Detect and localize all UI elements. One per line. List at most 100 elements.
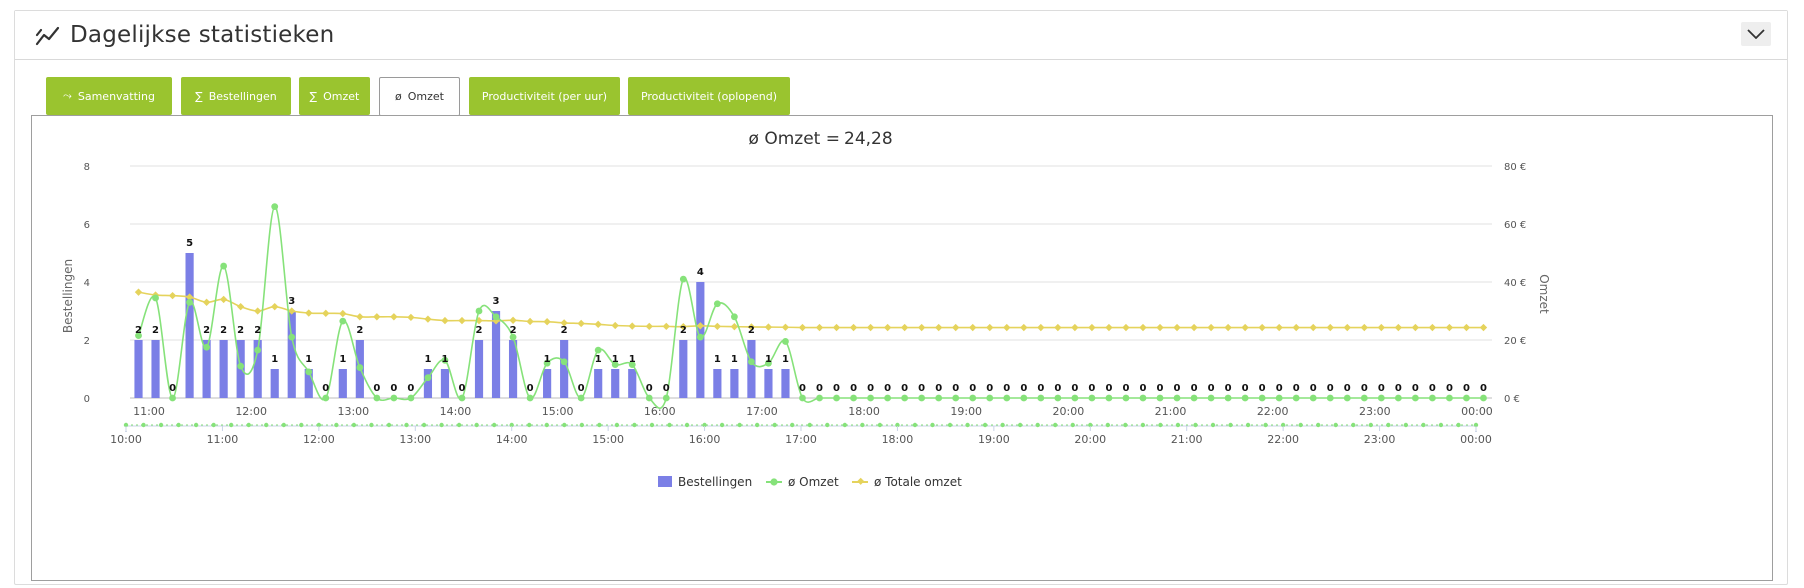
point-total-average [1139,323,1147,332]
navigator-point [421,422,427,428]
bar [440,369,450,398]
point-total-average [1173,323,1181,332]
point-average-revenue [1394,394,1402,402]
bar-data-label: 0 [1225,383,1232,394]
x-tick-label: 19:00 [950,405,982,418]
point-total-average [662,322,670,331]
point-total-average [271,302,279,311]
point-total-average [1479,323,1488,332]
bar-data-label: 0 [1242,383,1249,394]
bar-data-label: 0 [1140,383,1147,394]
bar-data-label: 0 [867,383,874,394]
point-average-revenue [186,298,193,306]
point-average-revenue [628,361,636,369]
point-average-revenue [356,364,364,371]
navigator-point [1263,422,1268,428]
navigator-point [1105,422,1111,428]
bar-data-label: 0 [578,383,585,394]
y-left-tick-label: 8 [84,162,90,173]
navigator-tick-label: 14:00 [496,433,528,446]
point-total-average [134,288,143,296]
y-left-tick-label: 2 [84,336,90,347]
point-total-average [969,323,977,332]
navigator-point [299,422,304,428]
x-tick-label: 15:00 [542,405,574,418]
point-average-revenue [407,394,415,402]
point-average-revenue [526,394,534,402]
legend-marker-average-revenue [770,478,778,486]
bar-data-label: 1 [731,354,738,365]
point-total-average [407,313,415,322]
point-average-revenue [969,394,977,402]
point-total-average [1411,323,1420,332]
point-total-average [986,323,994,332]
navigator-point [982,422,988,428]
point-average-revenue [1122,394,1130,402]
point-total-average [713,322,722,331]
sigma-icon: ∑ [309,89,318,103]
bar [304,369,313,398]
bar [730,369,739,398]
navigator-tick-label: 10:00 [110,433,142,446]
chart-title-value: 24,28 [844,129,893,149]
point-average-revenue [1088,394,1096,402]
point-total-average [1105,323,1113,332]
bar [474,340,484,398]
point-total-average [577,319,585,328]
point-total-average [424,315,432,323]
navigator-point [404,422,409,428]
bar [253,340,262,398]
point-total-average [781,323,790,331]
point-average-revenue [782,338,789,345]
bar-data-label: 1 [305,354,312,365]
x-tick-label: 00:00 [1461,405,1493,418]
point-total-average [866,323,875,332]
point-total-average [1207,323,1215,332]
point-average-revenue [1480,394,1487,402]
bar-data-label: 0 [952,383,959,394]
point-total-average [441,316,449,325]
y-right-tick-label: 40 € [1504,278,1526,289]
tab-productiviteit-oplopend[interactable]: Productiviteit (oplopend) [628,77,790,115]
point-average-revenue [816,394,823,402]
point-total-average [798,323,807,332]
navigator-point [316,422,322,428]
bar-data-label: 3 [288,296,295,307]
bar-data-label: 0 [1310,383,1317,394]
collapse-button[interactable] [1741,22,1771,46]
point-average-revenue [1003,394,1011,402]
line-chart-icon [35,26,60,46]
navigator-point [439,422,444,428]
legend-marker-total-average [857,477,865,485]
tab-bestellingen[interactable]: ∑ Bestellingen [181,77,291,115]
point-average-revenue [696,333,704,341]
tab-label: Productiviteit (per uur) [481,89,608,103]
point-average-revenue [952,394,960,402]
point-total-average [236,302,245,311]
navigator-tick-label: 12:00 [303,433,335,446]
point-total-average [168,291,177,300]
point-average-revenue [799,394,806,402]
point-total-average [815,323,824,332]
tab-omzet-sum[interactable]: ∑ Omzet [299,77,370,115]
point-total-average [1190,323,1198,332]
navigator-tick-label: 19:00 [978,433,1010,446]
point-total-average [679,322,687,331]
point-average-revenue [560,358,568,366]
tab-productiviteit-per-uur[interactable]: Productiviteit (per uur) [469,77,620,115]
bar [543,369,552,398]
point-total-average [1020,323,1028,332]
point-average-revenue [1190,394,1198,402]
navigator-point [176,422,181,428]
point-average-revenue [765,359,772,367]
bar [185,253,194,398]
navigator-tick-label: 18:00 [882,433,914,446]
y-right-tick-label: 60 € [1504,220,1526,231]
bar-data-label: 1 [424,354,431,365]
tab-omzet-avg[interactable]: ø Omzet [379,77,460,116]
navigator-tick-label: 11:00 [207,433,239,446]
navigator-point [1280,422,1286,428]
point-average-revenue [305,368,313,376]
bar [679,340,688,398]
tab-samenvatting[interactable]: ⤳ Samenvatting [46,77,172,115]
